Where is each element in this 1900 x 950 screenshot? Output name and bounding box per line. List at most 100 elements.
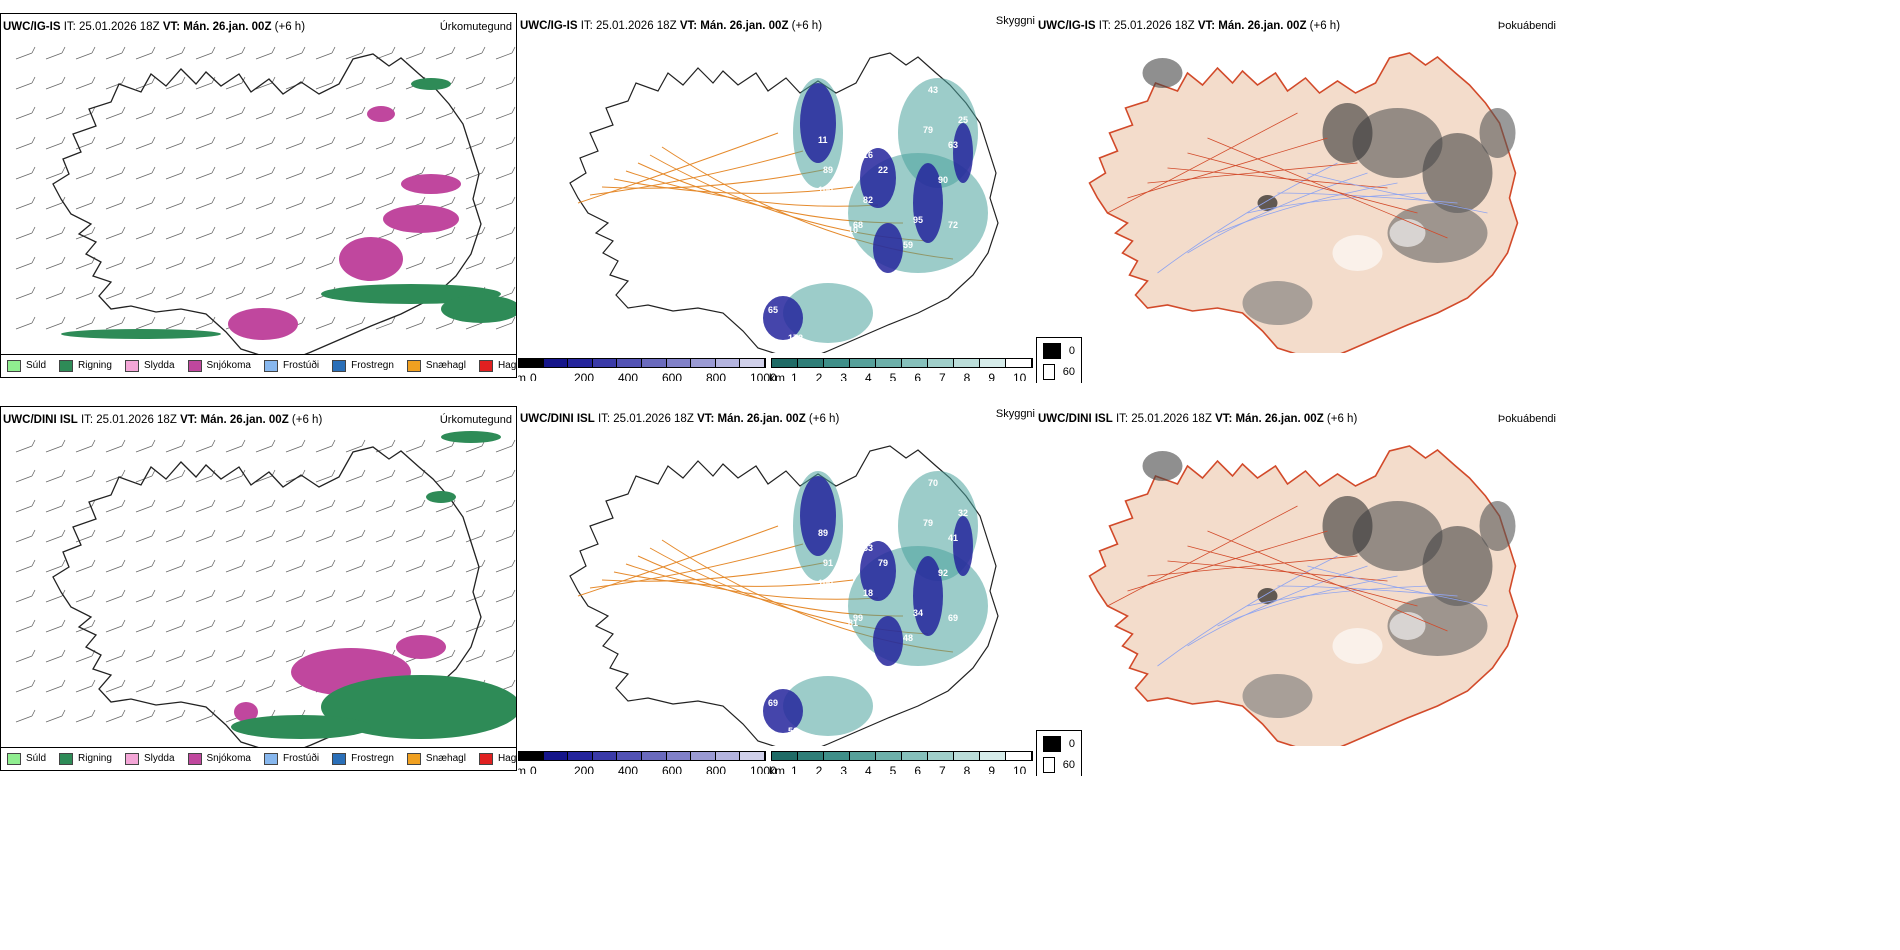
wind-barb-flag [91, 226, 96, 234]
wind-barb-flag [511, 559, 516, 567]
wind-barb-flag [271, 439, 276, 447]
wind-barb [15, 535, 33, 543]
fog-legend-item: 60 [1043, 364, 1075, 380]
snow-depth-label: 72 [948, 220, 958, 230]
wind-barb [435, 445, 453, 453]
wind-barb-flag [331, 316, 336, 324]
wind-barb-flag [151, 136, 156, 144]
wind-barb [375, 142, 393, 150]
wind-barb-flag [151, 619, 156, 627]
visibility-panel: UWC/DINI ISL IT: 25.01.2026 18Z VT: Mán.… [518, 406, 1035, 774]
legend-label: Slydda [143, 753, 175, 764]
wind-barb [465, 322, 483, 330]
wind-barb-flag [211, 136, 216, 144]
colorbar-tick: 600 [662, 764, 683, 774]
colorbar-cell [954, 359, 980, 367]
colorbar-tick: 0 [530, 764, 537, 774]
wind-barb [255, 52, 273, 60]
wind-barb [405, 142, 423, 150]
wind-barb [375, 322, 393, 330]
wind-barb [135, 565, 153, 573]
wind-barb [45, 715, 63, 723]
wind-barb [315, 595, 333, 603]
river-line [1247, 585, 1428, 607]
wind-barb-flag [451, 136, 456, 144]
wind-barb [45, 262, 63, 270]
wind-barb-flag [91, 136, 96, 144]
wind-barb [495, 535, 513, 543]
road-line [613, 571, 854, 587]
wind-barb [165, 172, 183, 180]
wind-barb [135, 322, 153, 330]
legend-item: Snjókoma [187, 359, 251, 372]
wind-barb [375, 505, 393, 513]
legend-item: Súld [7, 752, 46, 765]
legend-item: Snæhagl [406, 752, 466, 765]
wind-barb [495, 232, 513, 240]
legend-swatch [7, 359, 21, 372]
wind-barb-flag [241, 196, 246, 204]
wind-barb-flag [301, 529, 306, 537]
legend-swatch [478, 752, 493, 765]
wind-barb [195, 52, 213, 60]
wind-barb-flag [481, 559, 486, 567]
wind-barb-flag [181, 316, 186, 324]
fog-legend: 0 60 [1036, 337, 1082, 383]
wind-barb [345, 112, 363, 120]
wind-barb [495, 655, 513, 663]
wind-barb-flag [121, 196, 126, 204]
snow-area [367, 106, 395, 122]
legend-swatch [7, 752, 21, 765]
wind-barb-flag [241, 679, 246, 687]
wind-barb-flag [61, 709, 66, 717]
snow-depth-colorbar: m 0 200 400 600 800 1000 [518, 358, 777, 381]
wind-barb [105, 715, 123, 723]
wind-barb-flag [271, 709, 276, 717]
valid-time: Mán. 26.jan. 00Z [717, 413, 806, 425]
wind-barb-flag [271, 106, 276, 114]
wind-barb [75, 262, 93, 270]
panel-title: UWC/DINI ISL IT: 25.01.2026 18Z VT: Mán.… [1038, 413, 1357, 425]
wind-barb-flag [421, 196, 426, 204]
legend-swatch [59, 359, 74, 372]
wind-barb-flag [451, 469, 456, 477]
colorbar-cell [715, 752, 741, 760]
wind-barb [135, 52, 153, 60]
snow-depth-label: 70 [928, 478, 938, 488]
wind-barb-flag [121, 226, 126, 234]
colorbar-cell [850, 752, 876, 760]
wind-barb [435, 565, 453, 573]
wind-barb [465, 82, 483, 90]
wind-barb [105, 565, 123, 573]
wind-barb [105, 322, 123, 330]
wind-barb [195, 625, 213, 633]
wind-barb-flag [331, 619, 336, 627]
wind-barb-flag [391, 76, 396, 84]
wind-barb [465, 202, 483, 210]
colorbar-tick: 2 [815, 764, 823, 774]
wind-barb [15, 475, 33, 483]
wind-barb [15, 202, 33, 210]
wind-barb-flag [421, 106, 426, 114]
wind-barb [405, 322, 423, 330]
wind-barb-flag [121, 469, 126, 477]
wind-barb-flag [151, 76, 156, 84]
wind-barb-flag [211, 106, 216, 114]
colorbar-cell [691, 359, 716, 367]
snow-depth-label: 63 [948, 140, 958, 150]
wind-barb [165, 322, 183, 330]
wind-barb-flag [151, 196, 156, 204]
wind-barb [435, 475, 453, 483]
wind-barb-flag [151, 439, 156, 447]
wind-barb-flag [331, 76, 336, 84]
wind-barb-flag [181, 469, 186, 477]
snow-depth-label: 105 [828, 468, 843, 478]
legend-item: Slydda [124, 359, 175, 372]
road-line [601, 168, 829, 189]
wind-barb [255, 595, 273, 603]
wind-barb-flag [421, 589, 426, 597]
colorbar-cell [902, 359, 928, 367]
fog-legend-value: 0 [1068, 738, 1075, 750]
wind-barb [225, 142, 243, 150]
legend-item: Snjókoma [187, 752, 251, 765]
